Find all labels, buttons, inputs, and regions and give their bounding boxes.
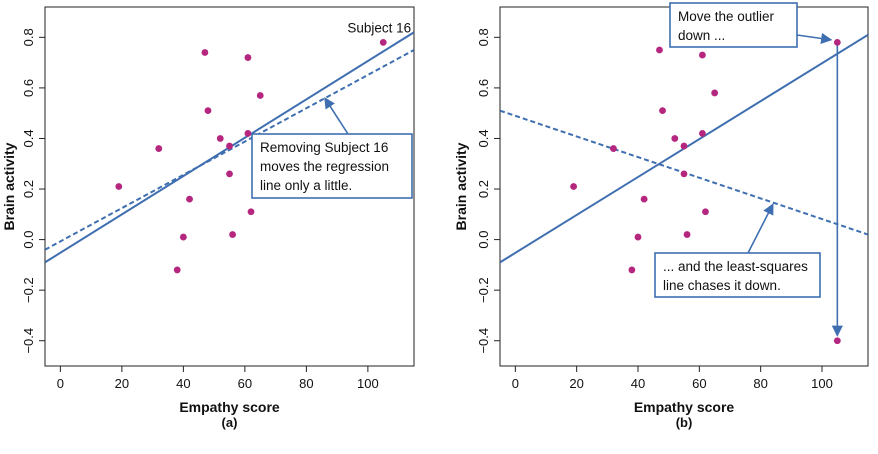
data-point [634,233,642,241]
data-point [201,49,209,56]
annotation-box [669,2,798,48]
x-tick-label: 80 [753,376,767,391]
panel-a: 0 20 40 60 80 100 −0.4 −0.2 0.0 0.2 0.4 0.6 0.8 Empat… [1,6,415,430]
annotation-arrow [324,97,349,135]
y-tick-label: −0.4 [476,328,491,354]
data-point [570,183,577,190]
data-point [702,208,709,216]
data-point [244,54,252,61]
x-tick-label: 40 [176,376,190,391]
y-tick-label: 0.4 [21,129,36,147]
x-axis-title: Empathy score [634,399,735,415]
data-point [659,107,666,115]
data-point [656,46,663,54]
y-tick-label: 0.8 [21,28,36,46]
x-tick-label: 60 [238,376,252,391]
y-tick-label: −0.2 [476,277,491,303]
annotation-text: line only a little. [260,178,352,193]
annotation-text: line chases it down. [663,278,781,293]
data-point [247,208,255,216]
annotation-arrow [796,32,833,44]
y-tick-label: 0.6 [21,79,36,97]
y-tick-label: −0.2 [21,277,36,303]
x-tick-label: 80 [299,376,313,391]
data-point [379,38,387,46]
subject-16-label: Subject 16 [347,20,411,35]
x-tick-label: 100 [811,376,833,391]
plot-frame [499,6,869,367]
annotation-text: down ... [678,28,725,43]
data-point [683,231,691,238]
annotation-arrow [747,203,774,254]
annotation-box [251,133,413,199]
data-point [229,231,236,238]
y-tick-label: 0.4 [476,129,491,147]
data-point [628,266,636,274]
data-point [671,135,679,142]
x-tick-label: 0 [512,376,519,391]
annotation: ... and the least-squares line chases it … [654,203,821,298]
data-point [216,135,224,142]
annotation-text: ... and the least-squares [663,259,808,274]
panel-label: (a) [222,415,238,430]
data-point [680,170,688,178]
data-point [173,266,181,274]
data-point [186,195,193,203]
panel-label: (b) [676,415,693,430]
x-axis-title: Empathy score [179,399,280,415]
x-tick-label: 40 [631,376,645,391]
annotation-text: moves the regression [260,159,389,174]
data-point [204,107,212,115]
data-point [256,92,264,99]
plot-frame [44,6,415,367]
annotation-box [654,252,821,298]
data-point [833,337,841,345]
data-point [699,51,706,59]
data-point [610,145,617,152]
x-tick-label: 20 [569,376,583,391]
x-tick-label: 60 [692,376,706,391]
data-point [155,145,163,152]
data-point [226,142,233,150]
data-point [640,195,648,203]
panel-b: 0 20 40 60 80 100 −0.4 −0.2 0.0 0.2 0.4 0.6 0.8 Empat… [453,2,869,430]
y-tick-label: 0.2 [476,180,491,198]
y-tick-label: 0.8 [476,28,491,46]
data-point [179,233,187,241]
y-axis-title: Brain activity [453,142,469,230]
regression-line-dashed [45,49,414,251]
annotation: Removing Subject 16 moves the regression l… [251,97,413,199]
data-point [226,170,233,178]
annotation-text: Removing Subject 16 [260,140,388,155]
y-tick-label: −0.4 [21,328,36,354]
x-tick-label: 20 [115,376,129,391]
data-point [699,130,706,137]
data-point [833,38,841,46]
y-tick-label: 0.0 [476,231,491,249]
annotation: Move the outlier down ... [669,2,833,48]
data-point [115,183,123,190]
annotation-text: Move the outlier [678,9,775,24]
x-tick-label: 100 [357,376,379,391]
y-tick-label: 0.0 [21,231,36,249]
data-point [711,89,719,97]
y-tick-label: 0.2 [21,180,36,198]
x-tick-label: 0 [57,376,64,391]
y-axis-title: Brain activity [1,142,17,230]
y-tick-label: 0.6 [476,79,491,97]
data-point [244,130,252,137]
data-point [680,142,688,150]
